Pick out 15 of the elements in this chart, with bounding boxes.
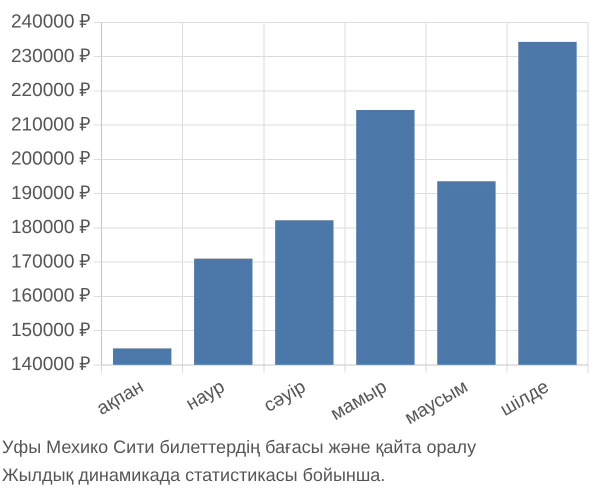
y-tick-label: 190000 ₽: [10, 182, 91, 204]
x-tick-label: наур: [182, 376, 228, 415]
text: Жылдық динамикада статистикасы бойынша.: [2, 464, 386, 487]
x-tick-label: сәуір: [260, 376, 310, 417]
y-tick-label: 240000 ₽: [10, 12, 91, 33]
y-tick-label: 220000 ₽: [10, 80, 91, 102]
y-tick-label: 150000 ₽: [10, 320, 91, 341]
y-tick-label: 140000 ₽: [10, 354, 91, 376]
y-tick-label: 200000 ₽: [10, 148, 91, 170]
text: Уфы Мехико Сити билеттердің бағасы және қайта оралу: [2, 436, 478, 459]
y-tick-label: 180000 ₽: [10, 217, 91, 238]
y-tick-label: 210000 ₽: [10, 114, 91, 136]
y-tick-label: 170000 ₽: [10, 251, 91, 272]
y-tick-label: 230000 ₽: [10, 46, 91, 67]
y-tick-label: 160000 ₽: [10, 286, 91, 307]
